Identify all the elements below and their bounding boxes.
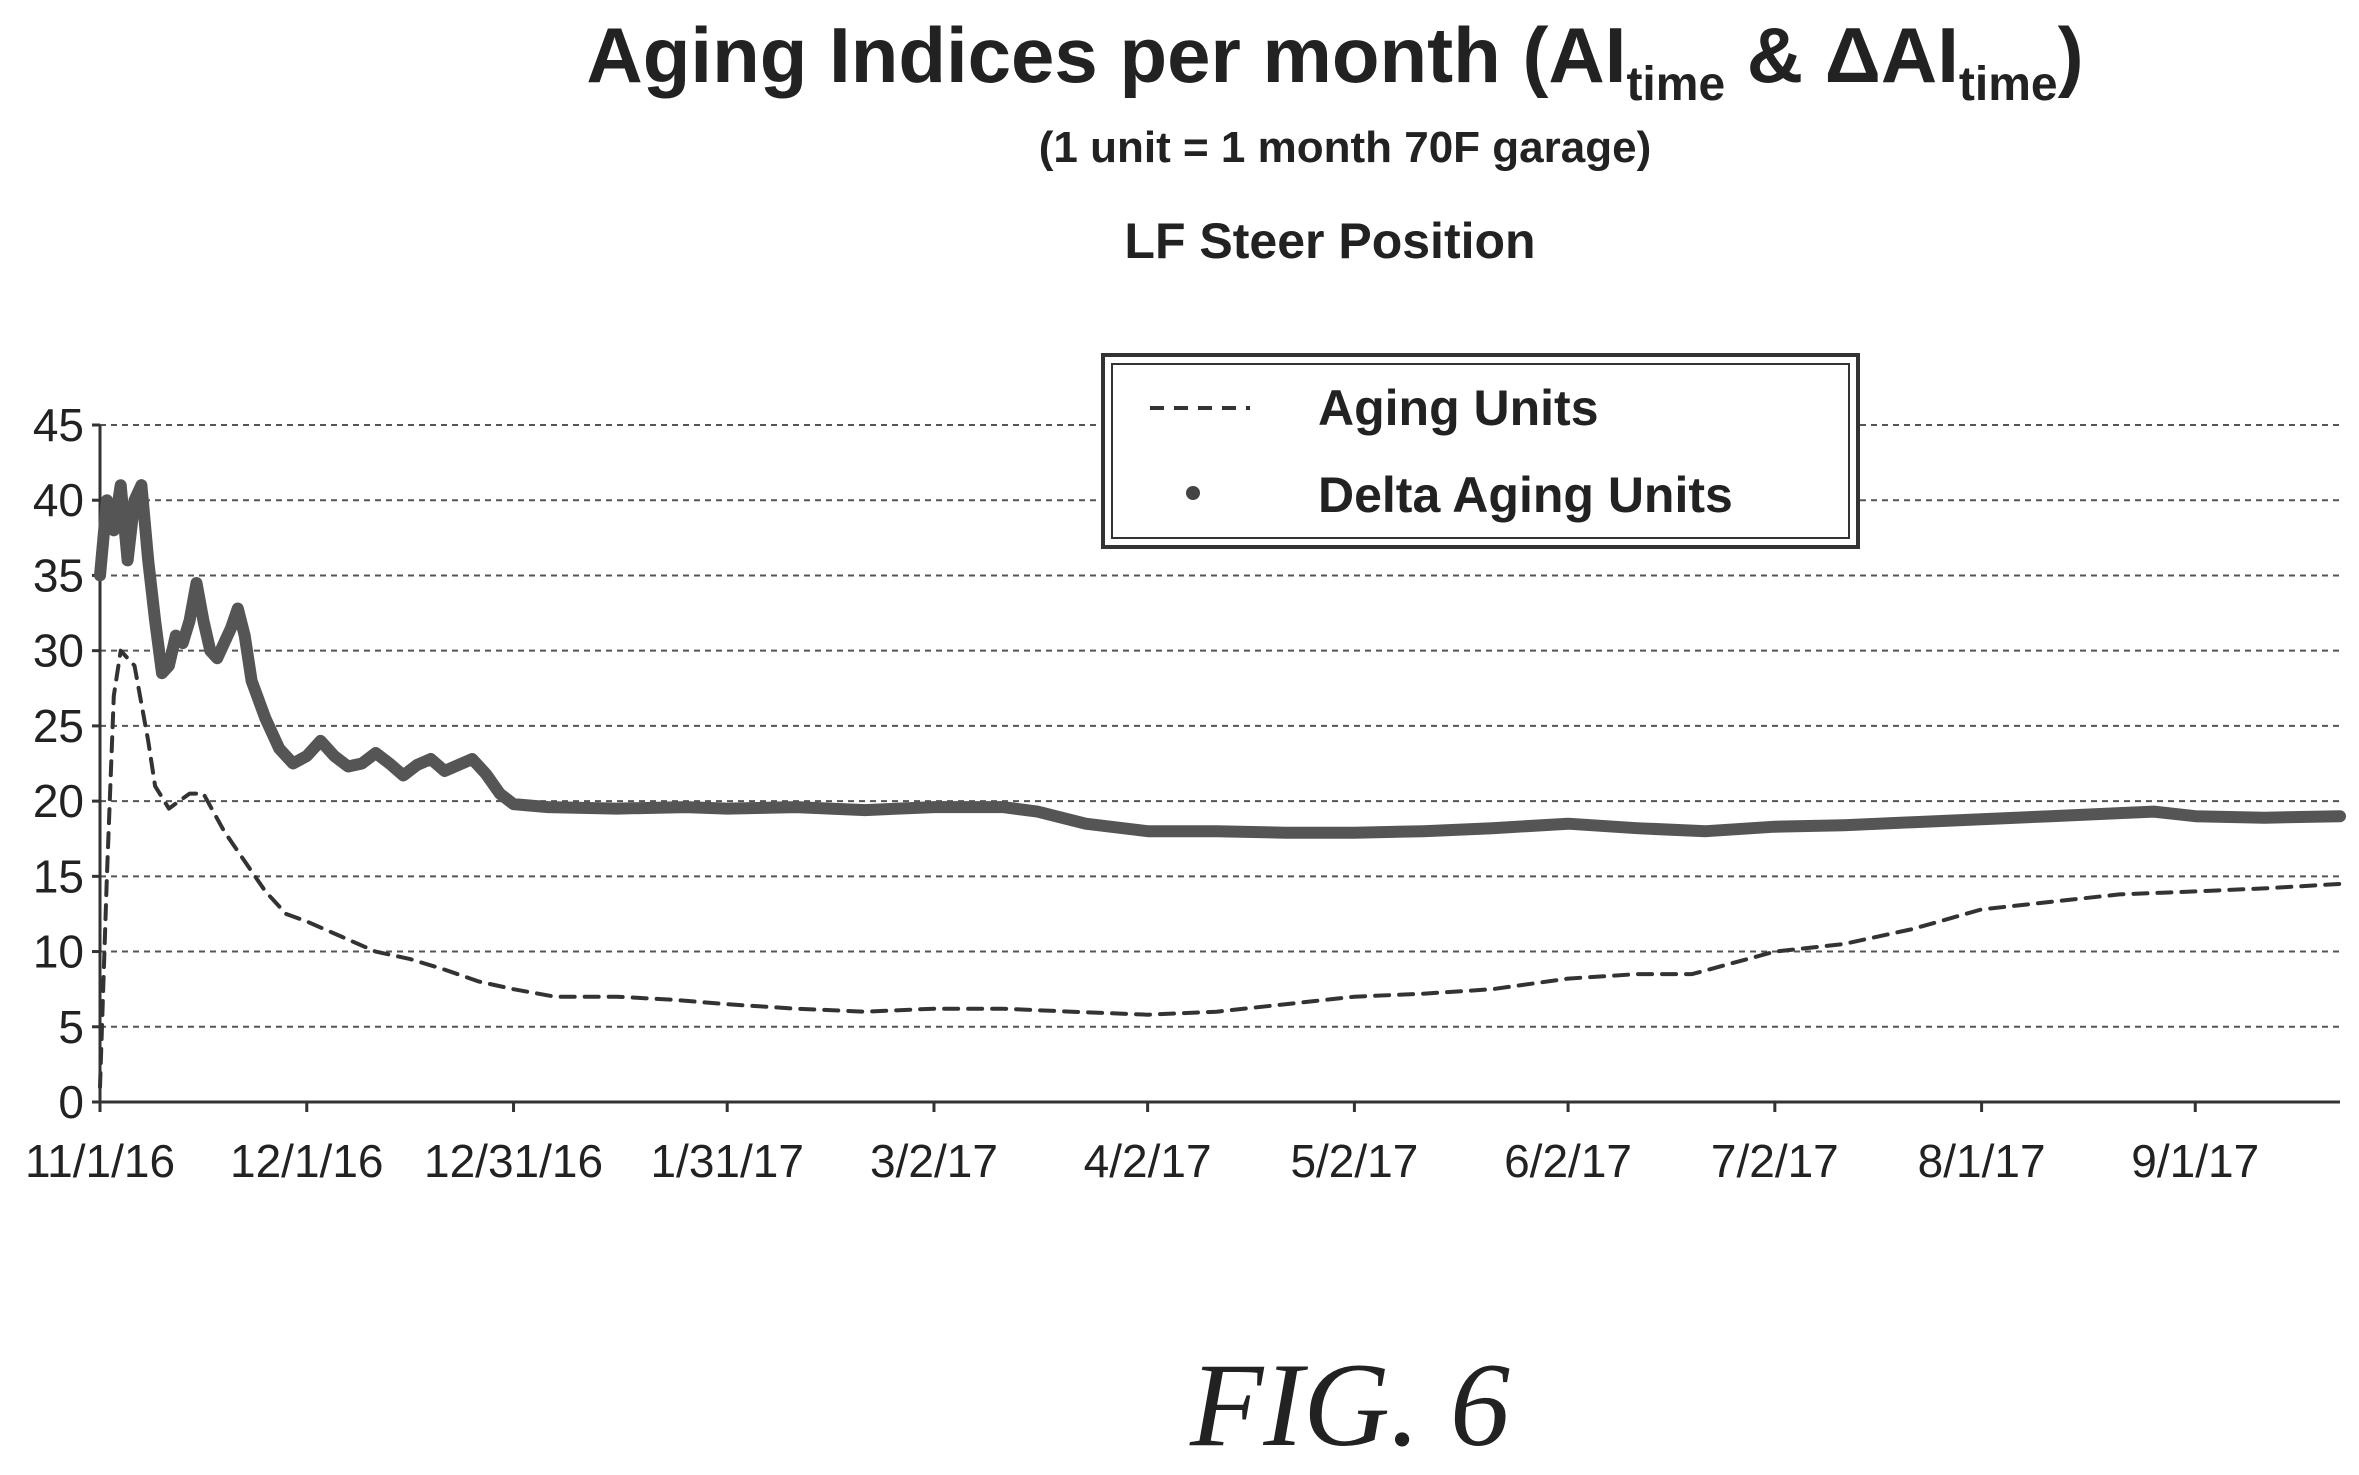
legend-label-aging-units: Aging Units bbox=[1318, 380, 1599, 436]
legend-frame-inner bbox=[1111, 363, 1850, 539]
series-line-aging-units bbox=[98, 648, 2342, 1089]
chart-title-subscript-2: time bbox=[1959, 58, 2058, 111]
chart-title-end: ) bbox=[2058, 11, 2084, 99]
chart-subtitle: (1 unit = 1 month 70F garage) bbox=[1039, 123, 1651, 172]
x-tick-label: 3/2/17 bbox=[870, 1135, 998, 1187]
y-tick-label: 45 bbox=[33, 399, 84, 451]
legend-label-delta-aging-units: Delta Aging Units bbox=[1318, 467, 1733, 523]
y-tick-label: 5 bbox=[58, 1001, 84, 1053]
x-tick-label: 7/2/17 bbox=[1711, 1135, 1839, 1187]
y-tick-label: 40 bbox=[33, 474, 84, 526]
x-tick-label: 8/1/17 bbox=[1918, 1135, 2046, 1187]
y-tick-label: 20 bbox=[33, 775, 84, 827]
x-tick-label: 5/2/17 bbox=[1290, 1135, 1418, 1187]
y-tick-label: 25 bbox=[33, 700, 84, 752]
legend-swatch-delta-aging-units bbox=[1186, 486, 1200, 500]
y-tick-label: 15 bbox=[33, 850, 84, 902]
x-tick-label: 12/1/16 bbox=[230, 1135, 383, 1187]
figure-label: FIG. 6 bbox=[1189, 1338, 1510, 1471]
data-series bbox=[94, 479, 2346, 1089]
series-line-delta-aging-units bbox=[94, 479, 2346, 839]
y-tick-labels: 0 5 10 15 20 25 30 35 40 45 bbox=[33, 399, 100, 1128]
chart-title-mid: & ΔAI bbox=[1725, 11, 1959, 99]
x-tick-labels: 11/1/16 12/1/16 12/31/16 1/31/17 3/2/17 4/2/1… bbox=[25, 1102, 2259, 1187]
chart-title-subscript-1: time bbox=[1626, 58, 1725, 111]
chart-title-main: Aging Indices per month (AI bbox=[586, 11, 1626, 99]
chart-title: Aging Indices per month (AItime & ΔAItim… bbox=[586, 11, 2083, 111]
chart-position-label: LF Steer Position bbox=[1124, 213, 1535, 269]
y-tick-label: 0 bbox=[58, 1076, 84, 1128]
legend-frame-outer bbox=[1101, 353, 1860, 549]
x-tick-label: 11/1/16 bbox=[25, 1135, 175, 1187]
x-tick-label: 6/2/17 bbox=[1504, 1135, 1632, 1187]
legend: Aging Units Delta Aging Units bbox=[1101, 353, 1860, 549]
x-tick-label: 4/2/17 bbox=[1084, 1135, 1212, 1187]
y-tick-label: 10 bbox=[33, 926, 84, 978]
y-tick-label: 30 bbox=[33, 625, 84, 677]
x-tick-label: 12/31/16 bbox=[424, 1135, 603, 1187]
y-tick-label: 35 bbox=[33, 549, 84, 601]
x-tick-label: 1/31/17 bbox=[650, 1135, 803, 1187]
x-tick-label: 9/1/17 bbox=[2131, 1135, 2259, 1187]
